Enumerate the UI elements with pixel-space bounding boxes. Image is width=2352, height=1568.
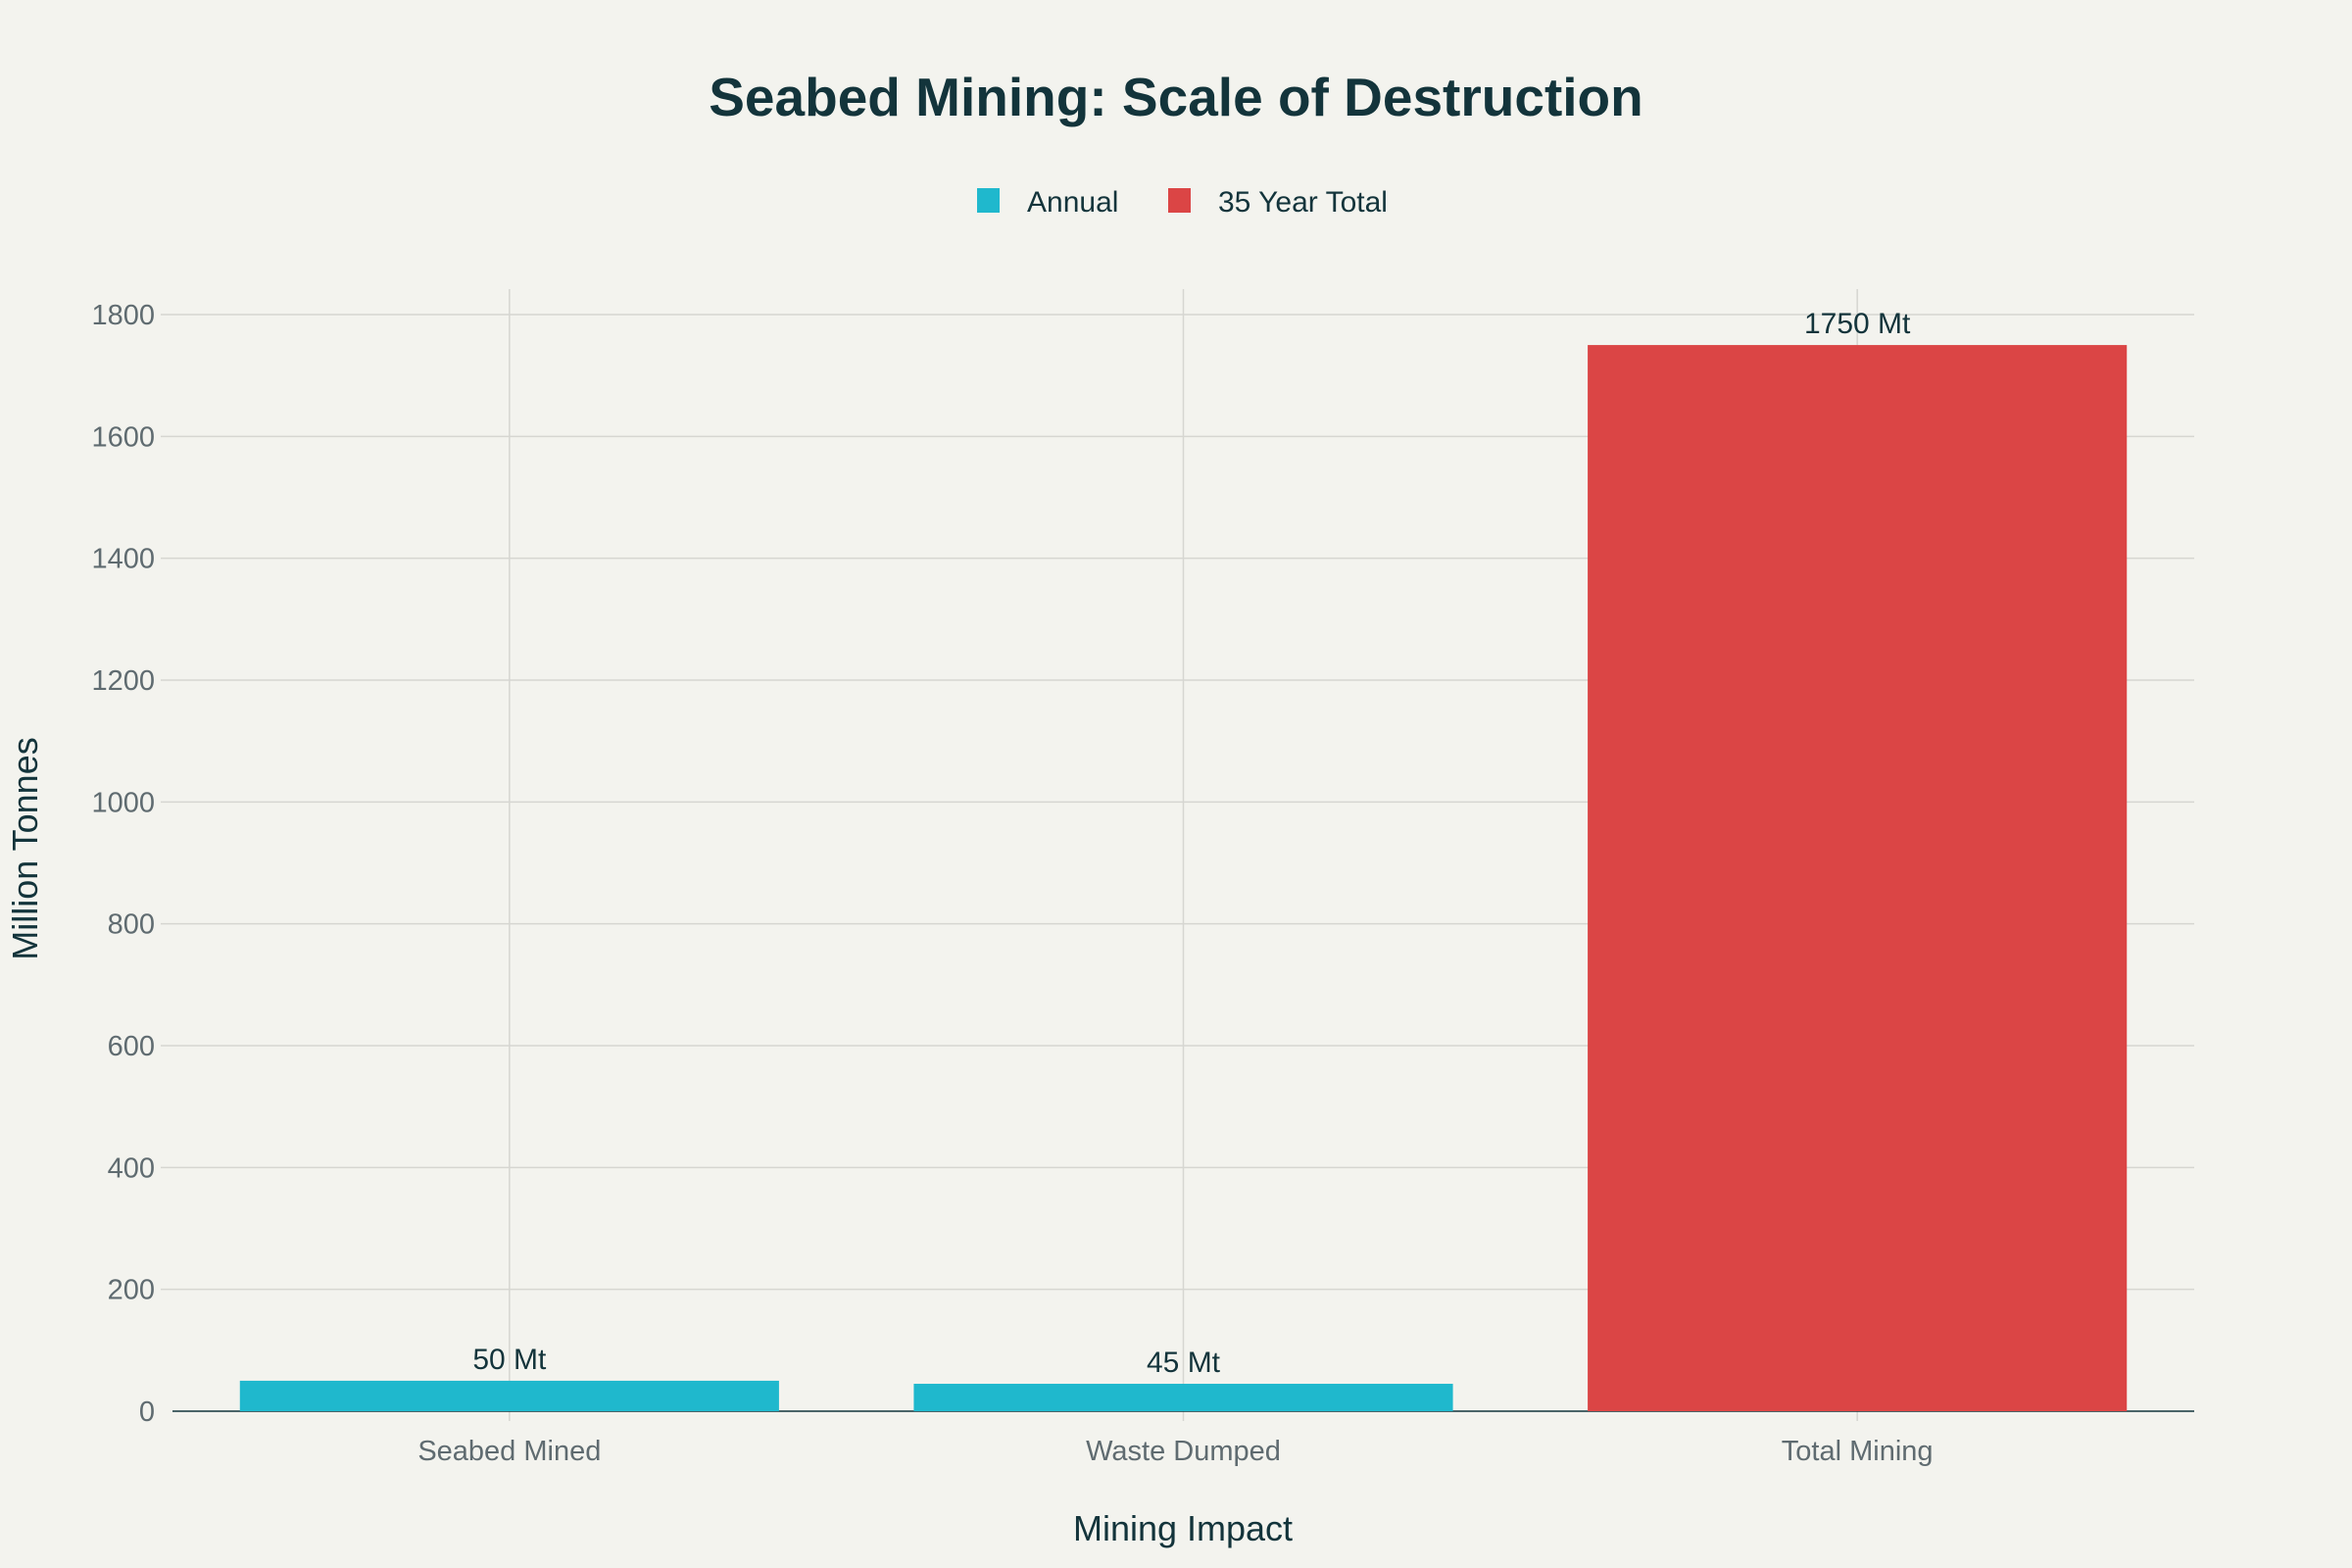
y-tick-label: 600 — [108, 1031, 155, 1062]
y-tick-label: 200 — [108, 1275, 155, 1306]
y-tick-label: 1000 — [91, 787, 155, 818]
y-tick-label: 1800 — [91, 300, 155, 331]
y-tick-label: 400 — [108, 1152, 155, 1184]
legend: Annual 35 Year Total — [977, 186, 1388, 219]
chart-title: Seabed Mining: Scale of Destruction — [709, 67, 1642, 127]
bar-annual — [239, 1380, 779, 1411]
x-tick-label: Total Mining — [1782, 1436, 1934, 1467]
bars: 50 Mt 45 Mt 1750 Mt — [239, 308, 2128, 1411]
legend-label: Annual — [1027, 186, 1118, 219]
data-label: 1750 Mt — [1804, 308, 1911, 340]
y-axis-ticks: 0 200 400 600 800 1000 1200 1400 1600 1800 — [91, 300, 155, 1428]
x-tick-label: Waste Dumped — [1086, 1436, 1281, 1467]
y-tick-label: 0 — [139, 1396, 155, 1428]
x-tick-label: Seabed Mined — [417, 1436, 601, 1467]
x-axis-ticks: Seabed Mined Waste Dumped Total Mining — [417, 1436, 1933, 1467]
y-tick-label: 1600 — [91, 421, 155, 453]
bar-35-year-total — [1588, 345, 2128, 1411]
legend-swatch — [977, 188, 1000, 213]
x-axis-title: Mining Impact — [1073, 1508, 1293, 1548]
y-axis-title: Million Tonnes — [5, 737, 45, 959]
legend-swatch — [1168, 188, 1191, 213]
data-label: 50 Mt — [472, 1344, 547, 1376]
data-label: 45 Mt — [1147, 1347, 1221, 1379]
y-tick-label: 1400 — [91, 544, 155, 575]
legend-label: 35 Year Total — [1218, 186, 1388, 219]
bar-annual — [913, 1384, 1453, 1411]
y-tick-label: 800 — [108, 909, 155, 941]
y-tick-label: 1200 — [91, 665, 155, 697]
